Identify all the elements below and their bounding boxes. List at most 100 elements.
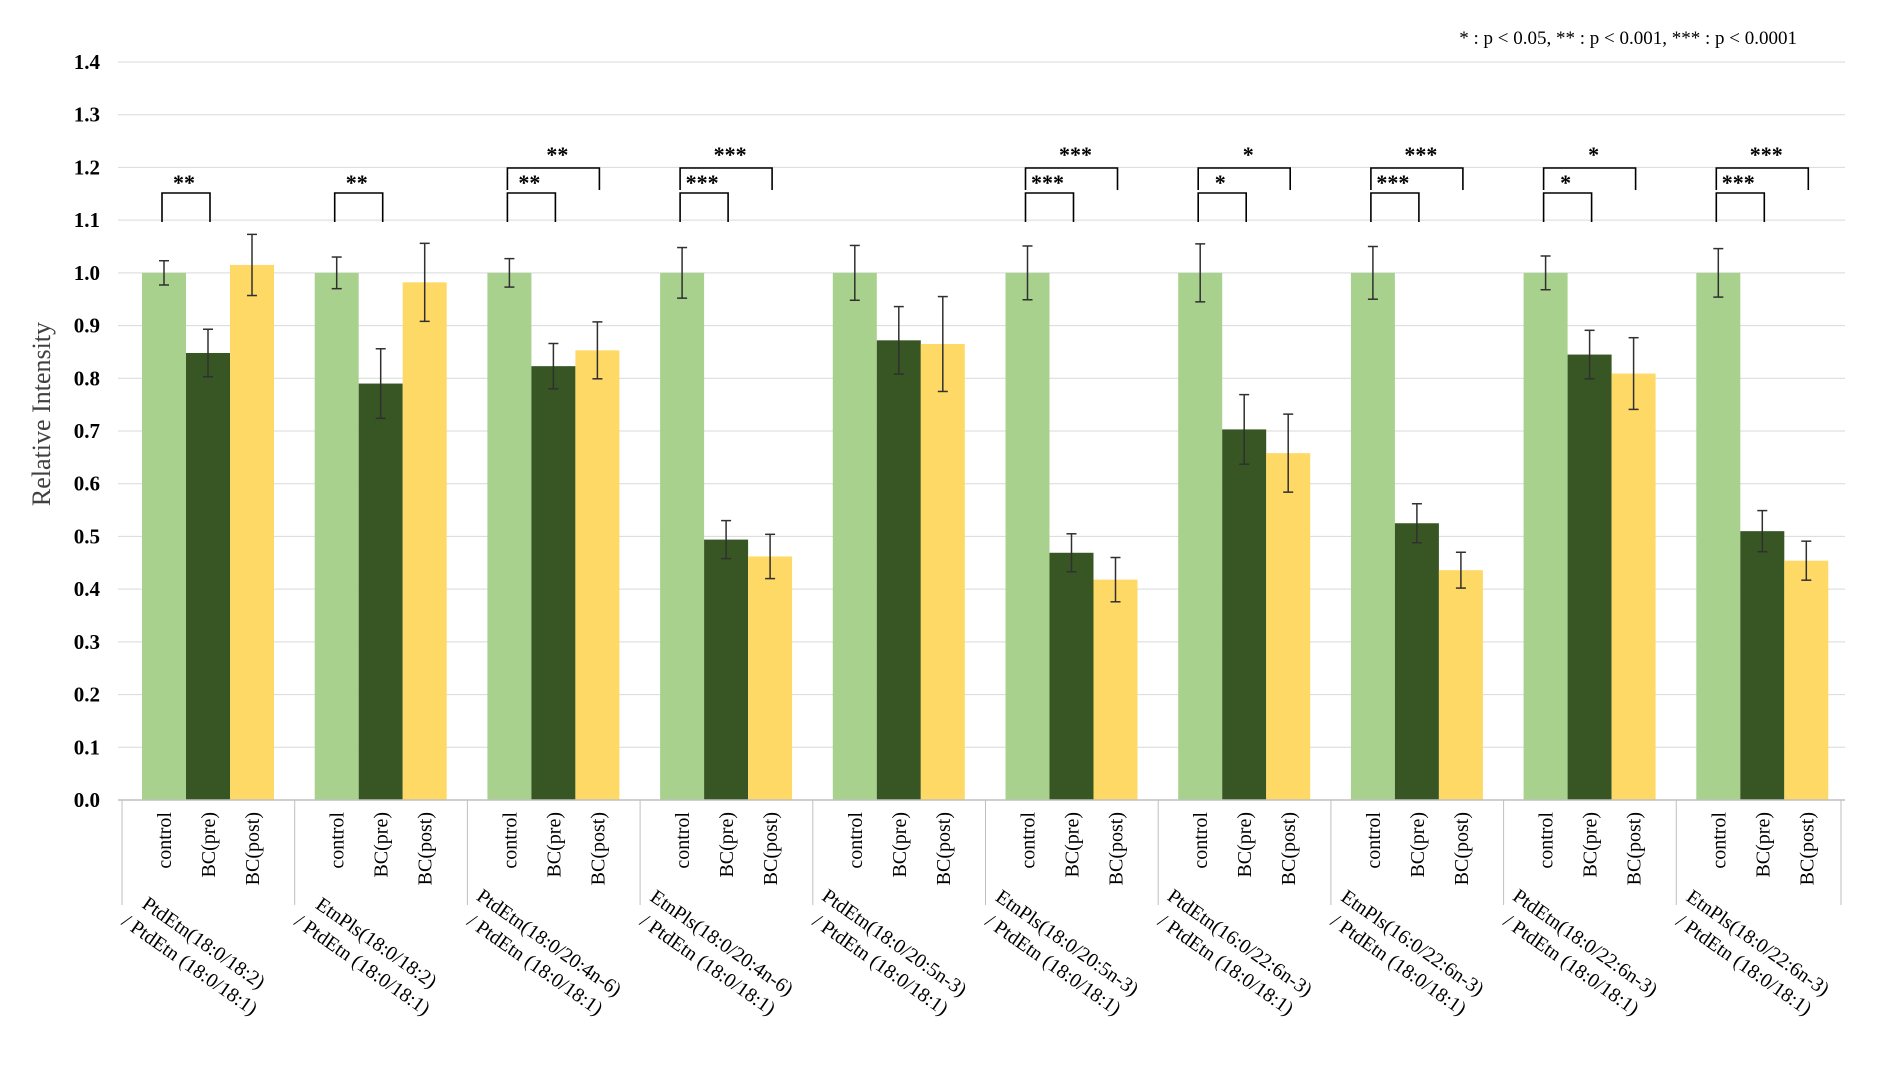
bar-control [1350, 272, 1395, 800]
category-label: BC(pre) [198, 812, 220, 878]
bar-bc-post [1611, 373, 1656, 800]
category-label: BC(pre) [1234, 812, 1256, 878]
bar-bc-pre [186, 352, 230, 800]
category-label: control [845, 812, 867, 869]
category-label: BC(post) [1451, 812, 1473, 885]
bar-control [487, 272, 532, 800]
significance-bracket [161, 192, 211, 222]
bar-bc-post [1266, 453, 1311, 800]
bar-bc-post [230, 264, 274, 800]
category-label: control [499, 812, 521, 869]
category-label: control [672, 812, 694, 869]
bar-bc-post [402, 282, 447, 800]
bar-control [660, 272, 705, 800]
category-label: BC(pre) [1062, 812, 1084, 878]
significance-bracket [679, 167, 773, 190]
significance-mark: * [1560, 170, 1571, 195]
significance-bracket [506, 167, 601, 190]
bar-bc-pre [358, 383, 403, 800]
bar-control [832, 272, 877, 800]
category-label: BC(post) [415, 812, 437, 885]
category-label: BC(pre) [889, 812, 911, 878]
significance-mark: *** [1722, 170, 1755, 195]
category-label: BC(pre) [371, 812, 393, 878]
bar-bc-pre [1394, 523, 1439, 800]
category-label: BC(post) [1796, 812, 1818, 885]
significance-mark: *** [1031, 170, 1064, 195]
category-label: control [1363, 812, 1385, 869]
bar-control [1178, 272, 1223, 800]
significance-legend: * : p < 0.05, ** : p < 0.001, *** : p < … [1459, 28, 1797, 49]
y-tick-label: 0.9 [74, 314, 100, 338]
significance-bracket [1024, 167, 1119, 190]
significance-mark: *** [686, 170, 719, 195]
y-tick-label: 0.1 [74, 735, 100, 759]
significance-mark: *** [1750, 142, 1783, 167]
y-tick-label: 0.8 [74, 366, 100, 390]
bar-control [1523, 272, 1568, 800]
significance-mark: *** [1376, 170, 1409, 195]
significance-bracket [1715, 167, 1810, 190]
y-tick-label: 0.4 [74, 577, 101, 601]
significance-bracket [1197, 167, 1291, 190]
significance-bracket [1370, 167, 1464, 190]
bar-bc-pre [876, 340, 921, 800]
y-tick-label: 1.2 [74, 155, 100, 179]
category-label: BC(pre) [1580, 812, 1602, 878]
category-label: BC(post) [760, 812, 782, 885]
significance-bracket [1542, 192, 1593, 222]
bar-bc-pre [704, 539, 749, 800]
category-label: control [327, 812, 349, 869]
significance-mark: ** [346, 170, 368, 195]
bar-control [1005, 272, 1050, 800]
category-label: control [1708, 812, 1730, 869]
significance-bracket [1197, 192, 1247, 222]
category-label: BC(pre) [716, 812, 738, 878]
category-label: BC(post) [933, 812, 955, 885]
category-label: control [1536, 812, 1558, 869]
bar-bc-pre [1740, 531, 1785, 800]
significance-mark: ** [546, 142, 568, 167]
y-tick-label: 1.3 [74, 103, 100, 127]
significance-bracket [1024, 192, 1075, 222]
category-label: control [154, 812, 176, 869]
y-axis: 0.0 0.1 0.2 0.3 0.4 0.5 0.6 0.7 0.8 0.9 1.0 1.1 1.2 1… [74, 50, 101, 812]
category-label: control [1190, 812, 1212, 869]
y-tick-label: 0.2 [74, 683, 100, 707]
bar-bc-post [1438, 570, 1483, 800]
y-tick-label: 0.7 [74, 419, 100, 443]
category-label: BC(post) [242, 812, 264, 885]
significance-mark: * [1243, 142, 1254, 167]
y-tick-label: 0.6 [74, 472, 100, 496]
bar-bc-post [1784, 560, 1829, 800]
bar-control [142, 272, 186, 800]
y-tick-label: 1.0 [74, 261, 100, 285]
significance-bracket [506, 192, 557, 222]
significance-bracket [1715, 192, 1766, 222]
category-label: BC(post) [1278, 812, 1300, 885]
x-axis: control BC(pre) BC(post)PtdEtn(18:0/18:2)/… [118, 799, 1845, 1020]
significance-mark: ** [518, 170, 540, 195]
significance-bracket [1370, 192, 1420, 222]
significance-mark: * [1215, 170, 1226, 195]
significance-mark: *** [1059, 142, 1092, 167]
significance-mark: * [1588, 142, 1599, 167]
bar-bc-post [748, 556, 793, 800]
category-label: control [1018, 812, 1040, 869]
significance-brackets: ** ** ******************************** [161, 142, 1810, 222]
bar-bc-pre [1222, 429, 1267, 800]
category-label: BC(post) [587, 812, 609, 885]
significance-mark: *** [1404, 142, 1437, 167]
significance-bracket [1542, 167, 1637, 190]
y-tick-label: 1.1 [74, 208, 100, 232]
significance-bracket [333, 192, 384, 222]
category-label: BC(pre) [543, 812, 565, 878]
bar-bc-post [575, 350, 620, 800]
bars [142, 264, 1829, 800]
bar-bc-pre [531, 366, 576, 800]
y-tick-label: 1.4 [74, 50, 101, 74]
bar-control [314, 272, 359, 800]
error-bars [159, 233, 1812, 603]
y-tick-label: 0.5 [74, 524, 100, 548]
bar-bc-post [920, 344, 965, 800]
